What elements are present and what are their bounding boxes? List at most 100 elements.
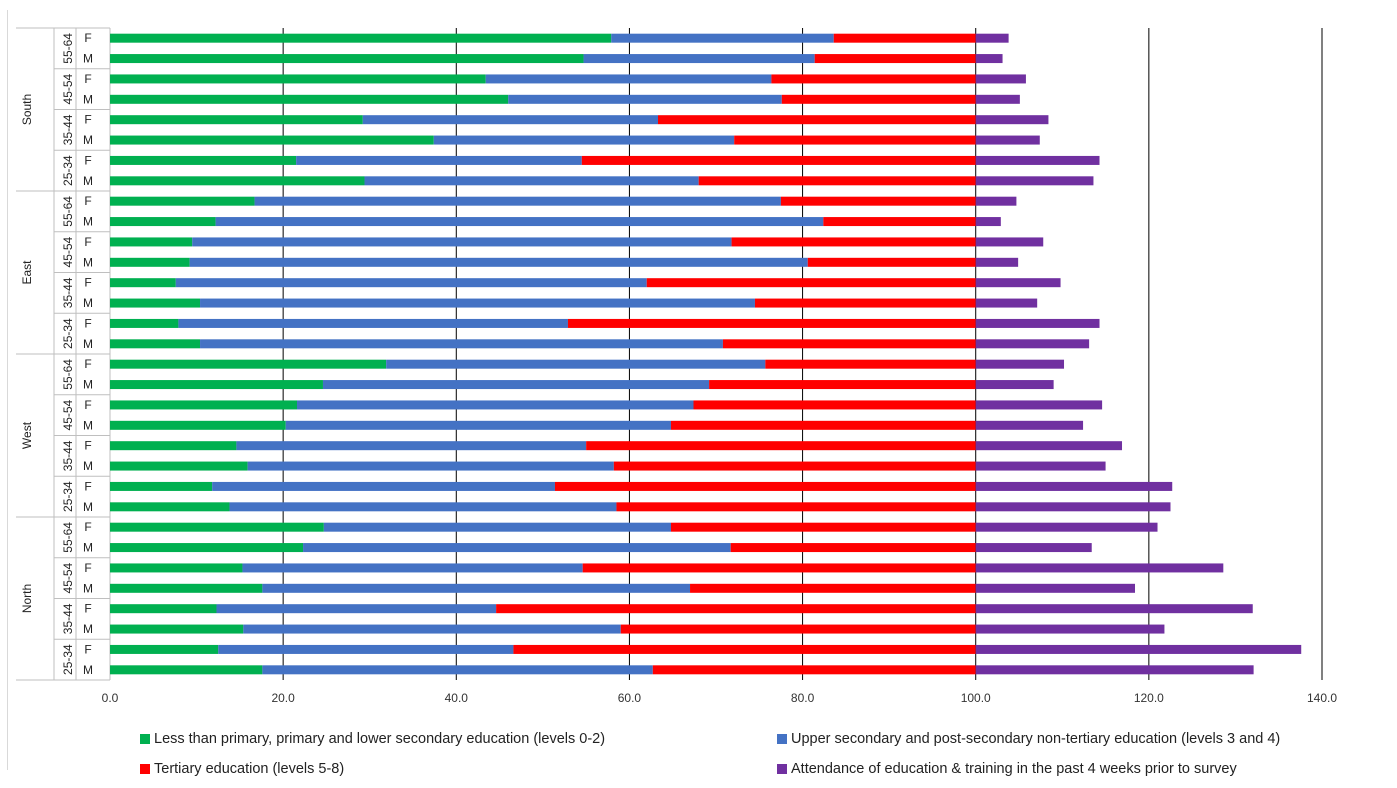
bar-segment (110, 441, 237, 451)
bar-segment (670, 420, 976, 430)
gridlines (282, 28, 1323, 680)
sex-label: M (83, 459, 93, 473)
bar-segment (975, 135, 1040, 145)
bar-segment (781, 94, 976, 104)
bar-segment (975, 155, 1100, 165)
bar-segment (670, 522, 976, 532)
bar-segment (975, 196, 1017, 206)
bar-segment (433, 135, 735, 145)
age-group-label: 55-64 (61, 196, 75, 227)
sex-label: M (83, 296, 93, 310)
x-tick-label: 100.0 (961, 691, 991, 705)
bar-segment (285, 420, 671, 430)
sex-label: M (83, 174, 93, 188)
bar-segment (975, 563, 1224, 573)
bar-segment (110, 33, 612, 43)
bar-segment (110, 115, 363, 125)
bar-segment (364, 176, 699, 186)
bar-segment (262, 665, 653, 675)
bar-segment (975, 380, 1054, 390)
sex-label: M (83, 215, 93, 229)
sex-label: M (83, 418, 93, 432)
bar-segment (110, 339, 201, 349)
x-axis-ticks: 0.0 20.0 40.0 60.0 80.0 100.0 120.0 140.0 (102, 691, 1338, 705)
bar-segment (730, 543, 976, 553)
sex-label: F (84, 31, 91, 45)
bar-segment (554, 481, 976, 491)
legend-swatch (140, 764, 150, 774)
sex-label: F (84, 113, 91, 127)
bar-segment (110, 644, 219, 654)
sex-label: F (84, 316, 91, 330)
sex-label: M (83, 52, 93, 66)
sex-label: M (83, 255, 93, 269)
sex-label: M (83, 622, 93, 636)
x-tick-label: 40.0 (445, 691, 469, 705)
bar-segment (975, 74, 1026, 84)
page-border-line (7, 10, 8, 770)
bar-segment (567, 318, 976, 328)
bar-segment (975, 94, 1020, 104)
bar-segment (508, 94, 782, 104)
bar-segment (613, 461, 976, 471)
x-tick-label: 120.0 (1134, 691, 1164, 705)
bar-segment (110, 298, 201, 308)
bar-segment (322, 380, 710, 390)
bar-segment (807, 257, 976, 267)
bar-segment (110, 400, 297, 410)
age-group-label: 45-54 (61, 399, 75, 430)
bar-segment (975, 481, 1173, 491)
bar-segment (216, 604, 497, 614)
bar-segment (975, 502, 1171, 512)
legend-swatch (777, 734, 787, 744)
bar-segment (513, 644, 976, 654)
bar-segment (110, 94, 509, 104)
bar-segment (975, 665, 1254, 675)
bar-segment (975, 278, 1061, 288)
region-label: East (20, 260, 34, 285)
bar-segment (657, 115, 976, 125)
bar-segment (975, 298, 1038, 308)
sex-label: F (84, 357, 91, 371)
bar-segment (192, 237, 732, 247)
bar-segment (975, 176, 1094, 186)
bar-segment (110, 155, 297, 165)
bar-segment (110, 196, 255, 206)
bar-segment (247, 461, 614, 471)
bar-segment (110, 135, 434, 145)
bar-segment (975, 441, 1123, 451)
age-group-label: 45-54 (61, 236, 75, 267)
bar-segment (296, 155, 582, 165)
bar-segment (975, 359, 1065, 369)
bar-segment (110, 217, 216, 227)
x-tick-label: 20.0 (271, 691, 295, 705)
bar-segment (646, 278, 976, 288)
bar-segment (178, 318, 568, 328)
legend: Less than primary, primary and lower sec… (140, 727, 1380, 787)
sex-label: F (84, 72, 91, 86)
bar-segment (200, 298, 755, 308)
bar-segment (975, 420, 1084, 430)
bar-segment (975, 237, 1044, 247)
bar-segment (386, 359, 766, 369)
legend-label: Upper secondary and post-secondary non-t… (791, 731, 1281, 747)
bar-segment (652, 665, 976, 675)
bar-segment (110, 54, 584, 64)
bar-segment (975, 644, 1302, 654)
bar-segment (110, 665, 263, 675)
bar-segment (833, 33, 976, 43)
bar-segment (496, 604, 976, 614)
bar-segment (975, 583, 1136, 593)
legend-label: Less than primary, primary and lower sec… (154, 731, 606, 747)
sex-label: F (84, 194, 91, 208)
age-group-label: 25-34 (61, 318, 75, 349)
age-group-label: 55-64 (61, 33, 75, 64)
bar-segment (780, 196, 976, 206)
bar-segment (110, 461, 248, 471)
bar-segment (975, 339, 1090, 349)
bar-segment (620, 624, 976, 634)
bar-segment (582, 563, 976, 573)
bar-segment (110, 563, 243, 573)
bar-segment (690, 583, 976, 593)
sex-label: F (84, 520, 91, 534)
